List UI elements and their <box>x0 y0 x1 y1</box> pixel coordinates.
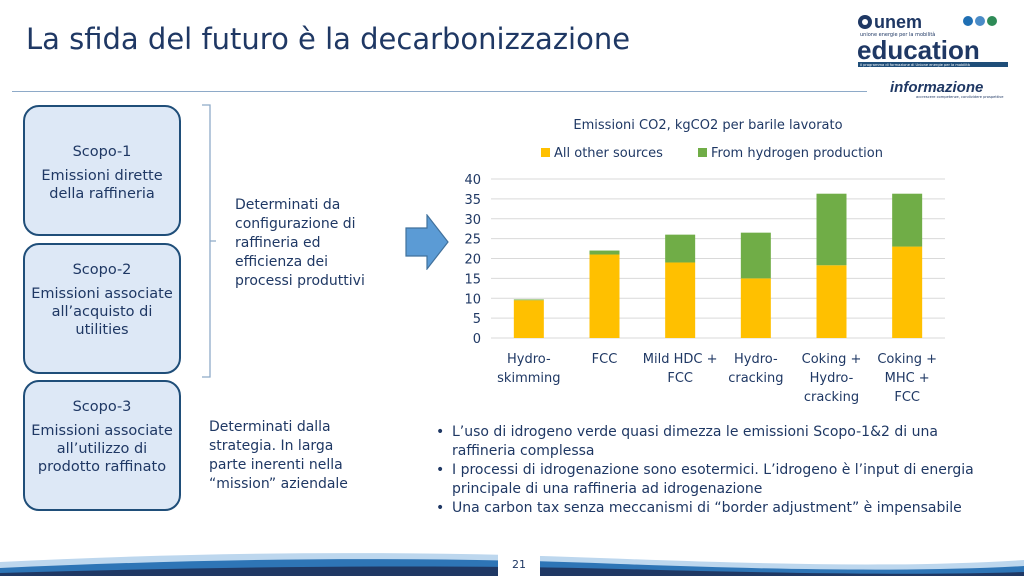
scope-1-title: Scopo-1 <box>72 144 132 160</box>
x-tick-label: FCC <box>894 390 920 405</box>
x-tick-label: Coking + <box>802 352 862 367</box>
scope-2-box: Scopo-2 Emissioni associate all’acquisto… <box>23 243 181 374</box>
y-tick-label: 35 <box>464 193 481 208</box>
logo-secondary-word: informazione <box>890 79 983 96</box>
y-tick-label: 5 <box>473 312 481 327</box>
y-tick-label: 0 <box>473 332 481 347</box>
x-tick-label: Hydro- <box>734 352 778 367</box>
bar-hydrogen-production <box>513 299 544 301</box>
x-tick-label: Coking + <box>877 352 937 367</box>
bar-other-sources <box>513 300 544 338</box>
bar-other-sources <box>892 246 923 338</box>
logo-sub-tagline: il programma di formazione di Unione ene… <box>860 63 970 67</box>
scope-1-box: Scopo-1 Emissioni dirette della raffiner… <box>23 105 181 236</box>
x-tick-label: skimming <box>497 371 560 386</box>
bar-hydrogen-production <box>589 250 620 255</box>
x-tick-label: cracking <box>728 371 783 386</box>
logo-tagline: unione energie per la mobilità <box>860 31 935 38</box>
x-tick-label: MHC + <box>885 371 930 386</box>
scope-2-title: Scopo-2 <box>72 262 132 278</box>
y-tick-label: 20 <box>464 253 481 268</box>
y-tick-label: 30 <box>464 213 481 228</box>
chart-gridlines <box>491 178 945 339</box>
footer-wave <box>0 553 1024 576</box>
bar-hydrogen-production <box>665 234 696 263</box>
bar-hydrogen-production <box>740 232 771 279</box>
legend-swatch-hydrogen <box>698 148 707 157</box>
emissions-chart: Emissioni CO2, kgCO2 per barile lavorato… <box>464 118 945 405</box>
chart-bars <box>513 193 923 338</box>
y-tick-label: 10 <box>464 292 481 307</box>
bullet-item: Una carbon tax senza meccanismi di “bord… <box>432 499 992 518</box>
title-rule <box>12 91 867 92</box>
chart-x-labels: Hydro-skimming FCC Mild HDC + FCC Hydro-crac… <box>497 352 937 405</box>
bar-hydrogen-production <box>892 193 923 247</box>
bullet-list: L’uso di idrogeno verde quasi dimezza le… <box>432 423 992 518</box>
legend-label-hydrogen: From hydrogen production <box>711 146 883 161</box>
y-tick-label: 25 <box>464 233 481 248</box>
logo-secondary-tagline: accrescere competenze, condividere prosp… <box>916 95 1004 99</box>
bar-other-sources <box>816 265 847 338</box>
legend-swatch-other <box>541 148 550 157</box>
scope3-note: Determinati dalla strategia. In larga pa… <box>209 419 348 492</box>
y-tick-label: 40 <box>464 173 481 188</box>
logo-top-word: unem <box>874 12 922 32</box>
chart-legend: All other sources From hydrogen producti… <box>541 146 883 161</box>
bar-hydrogen-production <box>816 193 847 266</box>
scope-brace <box>202 104 216 378</box>
bullet-item: I processi di idrogenazione sono esoterm… <box>432 461 992 499</box>
x-tick-label: Mild HDC + <box>643 352 718 367</box>
chart-y-ticks: 0 5 10 15 20 25 30 35 40 <box>464 173 481 347</box>
scope-2-desc: Emissioni associate all’acquisto di util… <box>31 286 173 338</box>
scope-3-title: Scopo-3 <box>72 399 132 415</box>
logo-main-word: education <box>857 35 980 65</box>
unem-education-logo: unem unione energie per la mobilità educ… <box>857 12 1008 99</box>
scope-3-box: Scopo-3 Emissioni associate all’utilizzo… <box>23 380 181 511</box>
slide-title: La sfida del futuro è la decarbonizzazio… <box>26 22 631 56</box>
page-number: 21 <box>512 558 526 571</box>
legend-label-other: All other sources <box>554 146 663 161</box>
bullet-item: L’uso di idrogeno verde quasi dimezza le… <box>432 423 992 461</box>
x-tick-label: Hydro- <box>810 371 854 386</box>
scope12-note: Determinati da configurazione di raffine… <box>235 197 365 289</box>
bar-other-sources <box>740 278 771 338</box>
scope-3-desc: Emissioni associate all’utilizzo di prod… <box>31 423 173 475</box>
bar-other-sources <box>589 254 620 338</box>
x-tick-label: cracking <box>804 390 859 405</box>
x-tick-label: Hydro- <box>507 352 551 367</box>
right-arrow-icon <box>405 214 449 270</box>
x-tick-label: FCC <box>592 352 618 367</box>
x-tick-label: FCC <box>667 371 693 386</box>
chart-title: Emissioni CO2, kgCO2 per barile lavorato <box>573 118 842 133</box>
bar-other-sources <box>665 262 696 338</box>
y-tick-label: 15 <box>464 272 481 287</box>
scope-1-desc: Emissioni dirette della raffineria <box>41 168 163 202</box>
